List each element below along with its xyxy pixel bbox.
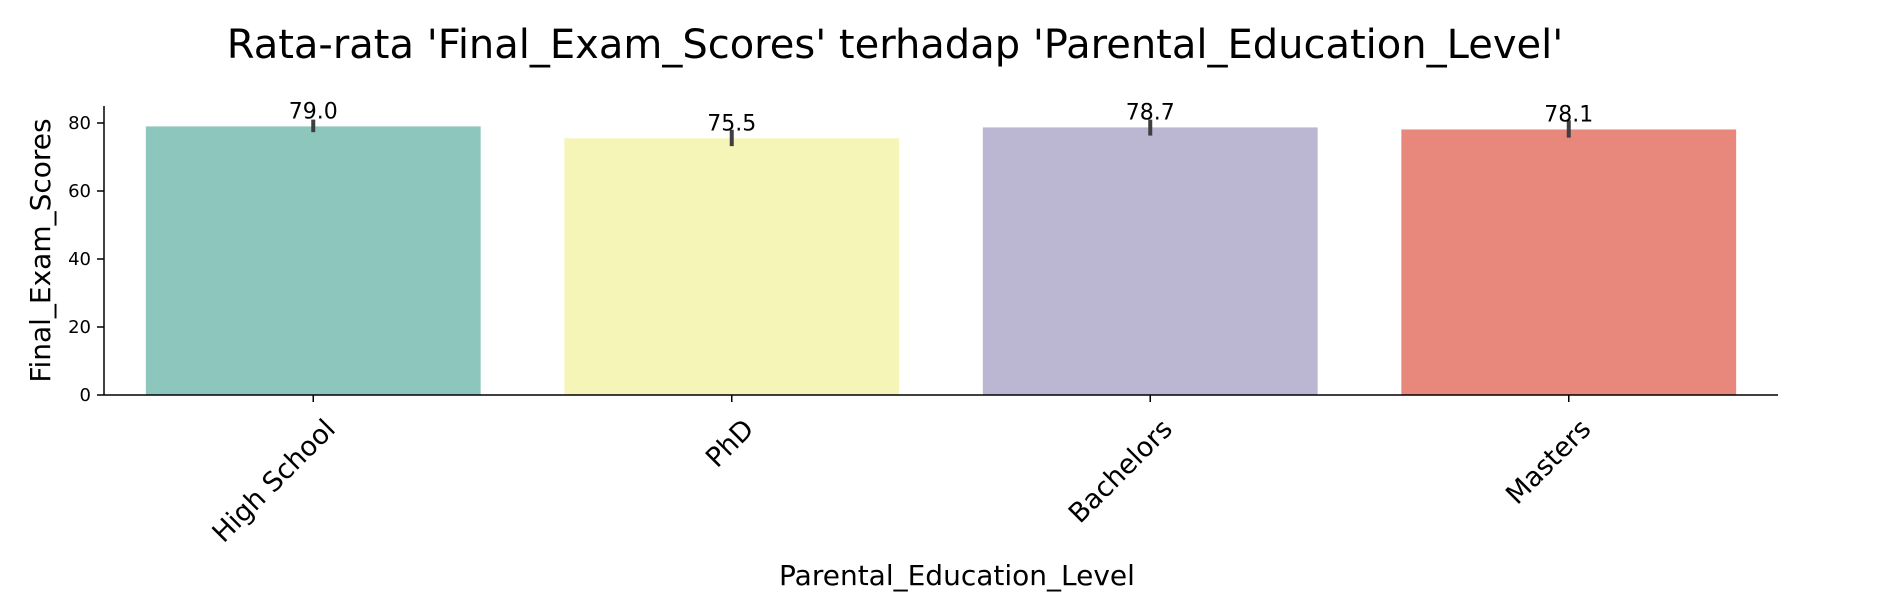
y-tick-label: 40 (68, 249, 91, 270)
y-tick-label: 80 (68, 113, 91, 134)
data-label: 78.7 (1126, 100, 1175, 125)
x-tick-label: Bachelors (1063, 414, 1179, 530)
y-tick-label: 0 (80, 385, 91, 406)
bar-phd (564, 138, 900, 396)
y-tick-label: 60 (68, 181, 91, 202)
bar-masters (1401, 129, 1737, 395)
x-tick-label: PhD (700, 414, 760, 474)
data-label: 75.5 (707, 111, 756, 136)
plot-area: 79.0 High School 75.5 PhD 78.7 Bachelors 78.1 M… (68, 99, 1778, 549)
x-axis-label: Parental_Education_Level (779, 559, 1135, 592)
y-axis-label: Final_Exam_Scores (24, 118, 57, 382)
x-tick-label: Masters (1500, 414, 1597, 511)
y-tick-label: 20 (68, 317, 91, 338)
data-label: 78.1 (1544, 102, 1593, 127)
bar-high-school (145, 126, 481, 396)
data-label: 79.0 (289, 99, 338, 124)
chart-title: Rata-rata 'Final_Exam_Scores' terhadap '… (227, 22, 1563, 68)
x-tick-label: High School (207, 414, 342, 549)
bar-bachelors (982, 127, 1318, 396)
